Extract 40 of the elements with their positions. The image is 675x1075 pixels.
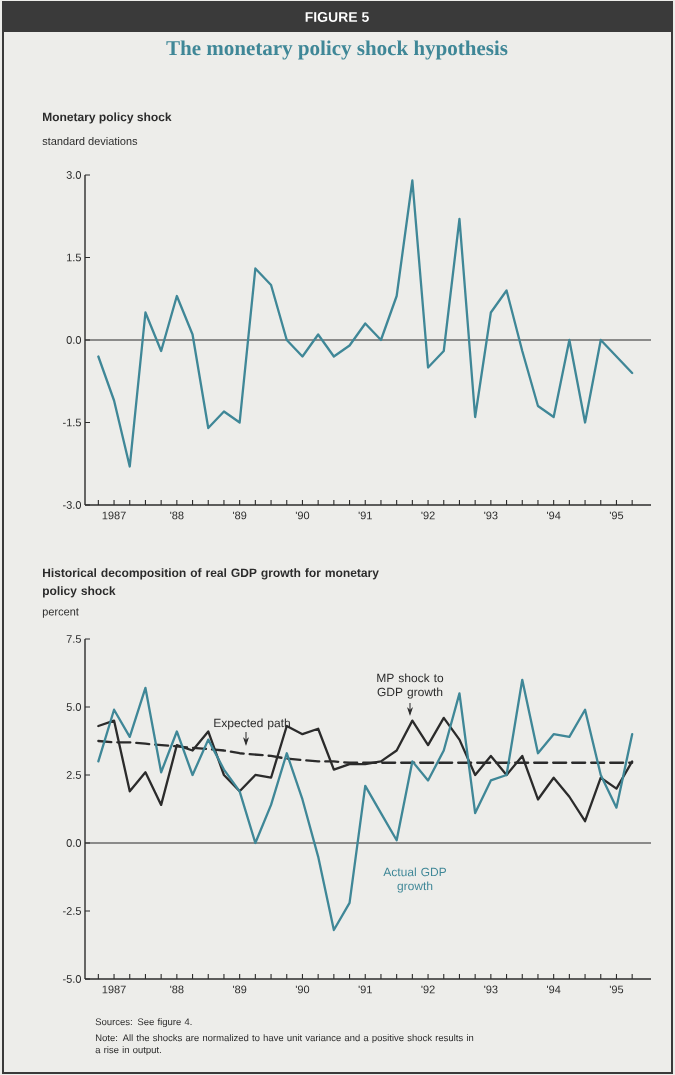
chart-subtitle: Monetary policy shock [43, 112, 172, 124]
y-tick-label: 3.0 [66, 171, 82, 179]
caption: FIGURE 5 [305, 12, 369, 22]
source-note: Sources: See figure 4. [95, 1018, 192, 1028]
y-tick-label: 1.5 [67, 253, 81, 262]
x-tick-label: '92 [421, 985, 435, 994]
y-tick-label: -3.0 [63, 501, 82, 509]
x-tick-label: '90 [295, 511, 310, 520]
series-label: MP shock to GDP growth [377, 673, 444, 699]
x-tick-label: '88 [170, 511, 184, 520]
x-tick-label: '95 [609, 511, 624, 520]
x-tick-label: 1987 [102, 985, 126, 994]
x-tick-label: '93 [484, 985, 498, 994]
x-tick-label: '92 [421, 511, 435, 520]
x-tick-label: '89 [233, 511, 247, 520]
x-tick-label: '91 [358, 511, 372, 520]
y-tick-label: 7.5 [66, 635, 81, 643]
y-axis-title: standard deviations [42, 136, 138, 146]
x-tick-label: '95 [609, 985, 624, 994]
y-tick-label: 0.0 [66, 839, 82, 847]
y-tick-label: -2.5 [63, 907, 81, 915]
chart-title: The monetary policy shock hypothesis [166, 40, 508, 60]
series-label: Expected path [214, 718, 290, 730]
x-tick-label: '91 [358, 985, 372, 994]
y-axis-title: percent [42, 608, 79, 618]
text: Note: All the shocks are normalized to have unit variance and a positive shock results in a rise in output. [95, 1034, 474, 1056]
x-tick-label: '94 [547, 511, 561, 520]
x-tick-label: '93 [484, 511, 498, 520]
x-tick-label: '94 [547, 985, 561, 994]
y-tick-label: 2.5 [66, 771, 81, 779]
x-tick-label: '90 [295, 985, 310, 994]
y-tick-label: 5.0 [66, 703, 82, 711]
x-tick-label: '89 [233, 985, 247, 994]
chart-title: Historical decomposition of real GDP growth for monetary policy shock [42, 568, 379, 598]
y-tick-label: -5.0 [63, 975, 82, 983]
x-tick-label: 1987 [102, 511, 126, 520]
y-tick-label: -1.5 [63, 418, 81, 427]
text: Actual GDP growth [383, 867, 447, 893]
y-tick-label: 0.0 [66, 336, 82, 344]
x-tick-label: '88 [170, 985, 184, 994]
